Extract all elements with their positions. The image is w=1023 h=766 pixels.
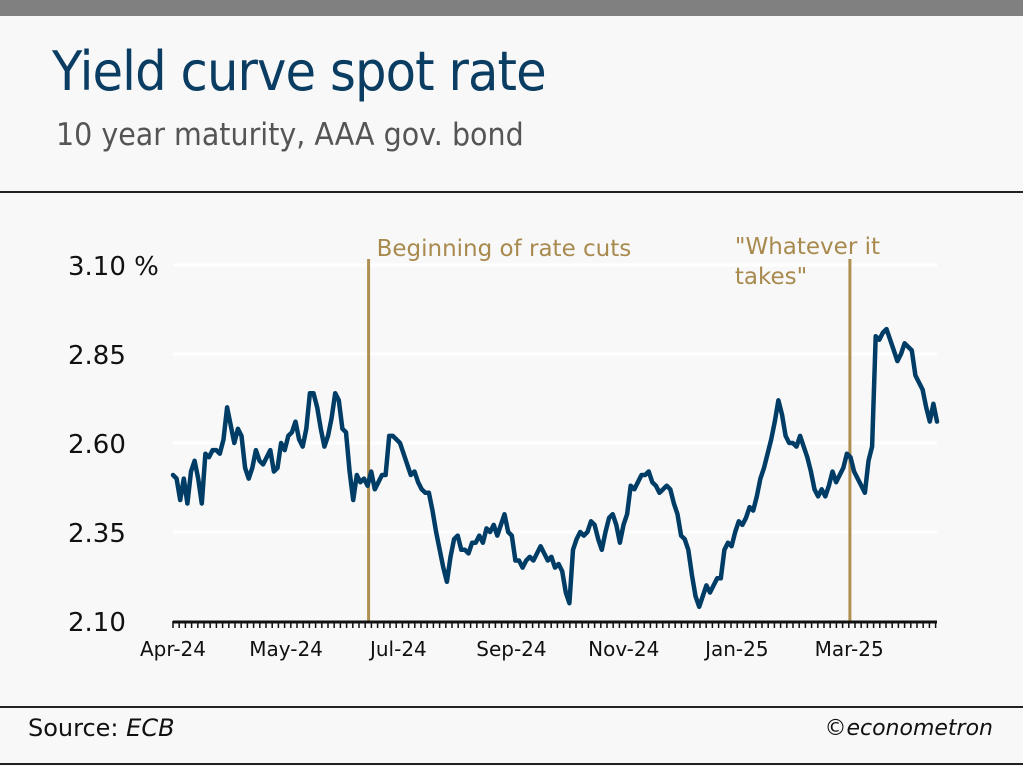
x-tick-label: Jul-24 xyxy=(368,637,427,661)
source-note: Source: ECB xyxy=(28,714,175,742)
x-tick-label: Jan-25 xyxy=(703,637,769,661)
footer-divider xyxy=(0,706,1023,708)
y-tick-label: 3.10 % xyxy=(68,252,159,282)
x-tick-label: May-24 xyxy=(249,637,323,661)
bottom-divider xyxy=(0,763,1023,765)
y-axis-ticks: 3.10 % 2.85 2.60 2.35 2.10 xyxy=(68,252,159,638)
x-tick-label: Mar-25 xyxy=(815,637,884,661)
y-tick-label: 2.10 xyxy=(68,608,126,638)
line-chart: 3.10 % 2.85 2.60 2.35 2.10 Beginning of rate… xyxy=(68,234,940,661)
credit: ©econometron xyxy=(824,716,993,741)
header-divider xyxy=(0,191,1023,193)
annotation-label: Beginning of rate cuts xyxy=(377,236,632,262)
annotation-label: takes" xyxy=(735,264,807,290)
chart-title: Yield curve spot rate xyxy=(52,40,547,103)
y-tick-label: 2.85 xyxy=(68,341,126,371)
x-tick-label: Apr-24 xyxy=(140,637,206,661)
series-layer xyxy=(170,326,940,610)
x-tick-label: Nov-24 xyxy=(588,637,659,661)
series-line xyxy=(170,326,940,610)
y-tick-label: 2.60 xyxy=(68,430,126,460)
chart-subtitle: 10 year maturity, AAA gov. bond xyxy=(56,117,524,153)
x-axis: Apr-24 May-24 Jul-24 Sep-24 Nov-24 Jan-25 Mar-… xyxy=(140,620,937,661)
source-value: ECB xyxy=(126,714,175,742)
top-bar xyxy=(0,0,1023,16)
source-label: Source: xyxy=(28,714,119,742)
annotation-label: "Whatever it xyxy=(735,234,880,260)
annotations: Beginning of rate cuts "Whatever it takes" xyxy=(367,234,880,623)
x-tick-label: Sep-24 xyxy=(476,637,546,661)
y-tick-label: 2.35 xyxy=(68,519,126,549)
